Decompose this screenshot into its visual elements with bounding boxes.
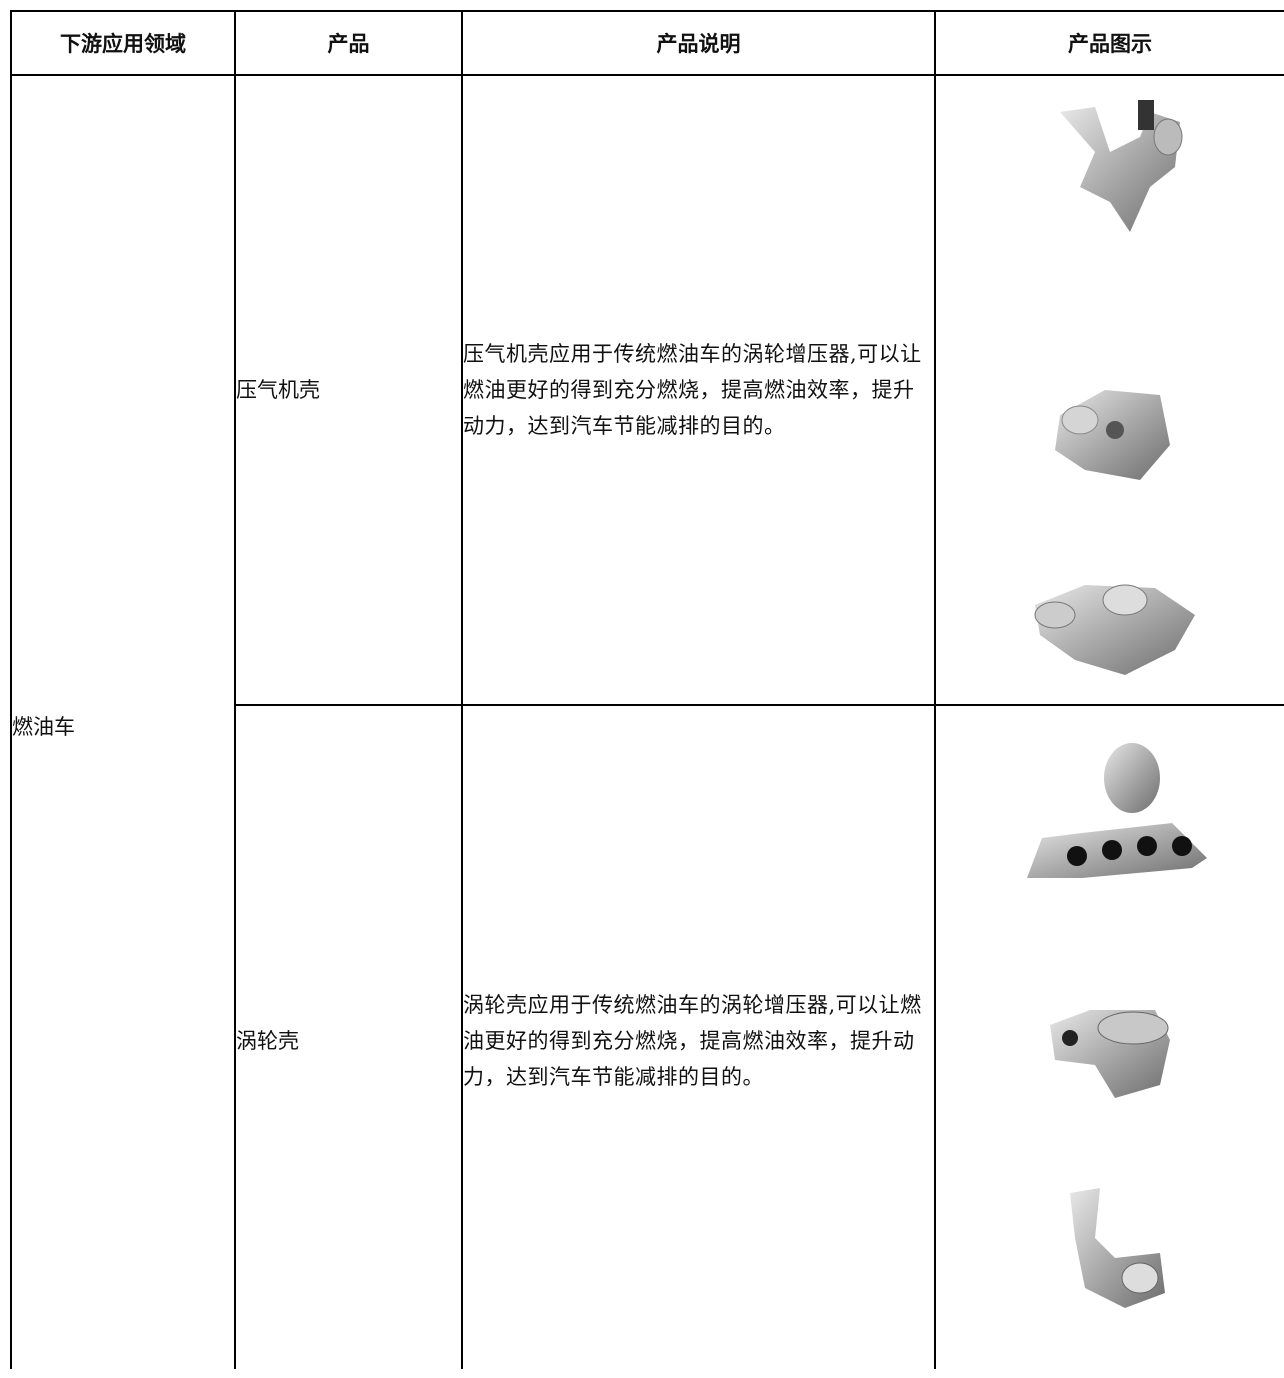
border [10, 10, 12, 1369]
header-cell: 产品 [327, 31, 370, 56]
product-image [1027, 743, 1207, 878]
border [461, 10, 463, 1369]
border [10, 10, 1284, 12]
product-cell: 压气机壳 [236, 378, 320, 402]
product-image [1070, 1188, 1165, 1308]
description-cell: 涡轮壳应用于传统燃油车的涡轮增压器,可以让燃油更好的得到充分燃烧，提高燃油效率，… [463, 993, 922, 1089]
product-image [1060, 100, 1183, 232]
product-image [1055, 390, 1170, 480]
border [234, 10, 236, 1369]
product-image [1034, 584, 1195, 675]
header-cell: 下游应用领域 [60, 31, 186, 56]
header-cell: 产品图示 [1068, 31, 1152, 56]
border [235, 704, 1284, 706]
product-cell: 涡轮壳 [236, 1029, 299, 1053]
product-image [1050, 1010, 1170, 1098]
border [10, 74, 1284, 76]
border [934, 10, 936, 1369]
domain-cell: 燃油车 [12, 715, 75, 739]
description-cell: 压气机壳应用于传统燃油车的涡轮增压器,可以让燃油更好的得到充分燃烧，提高燃油效率… [463, 342, 922, 438]
header-cell: 产品说明 [656, 31, 741, 56]
